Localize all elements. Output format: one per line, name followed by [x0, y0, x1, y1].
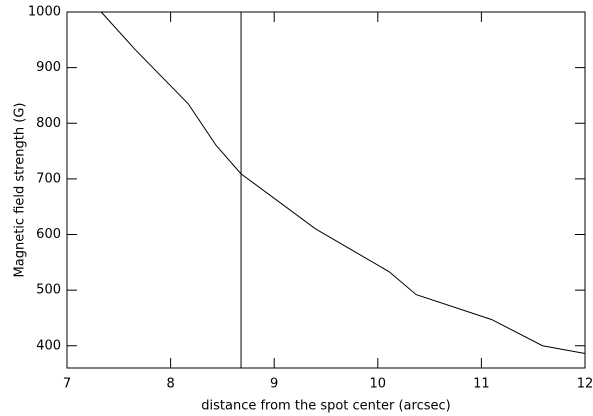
x-tick-label: 10 [370, 377, 387, 392]
x-tick-label: 12 [577, 377, 593, 392]
x-tick-label: 11 [473, 377, 490, 392]
y-tick-label: 600 [36, 227, 61, 242]
data-line [100, 11, 586, 355]
x-tick-label: 9 [270, 377, 278, 392]
y-tick-label: 1000 [28, 5, 61, 20]
y-tick-label: 400 [36, 338, 61, 353]
plot-frame [66, 11, 586, 369]
y-axis-label: Magnetic field strength (G) [13, 103, 28, 278]
x-axis-label: distance from the spot center (arcsec) [201, 399, 450, 414]
y-tick-label: 500 [36, 283, 61, 298]
y-tick-label: 900 [36, 60, 61, 75]
x-tick-label: 7 [63, 377, 71, 392]
y-tick-label: 800 [36, 116, 61, 131]
x-tick-label: 8 [166, 377, 174, 392]
y-tick-label: 700 [36, 171, 61, 186]
